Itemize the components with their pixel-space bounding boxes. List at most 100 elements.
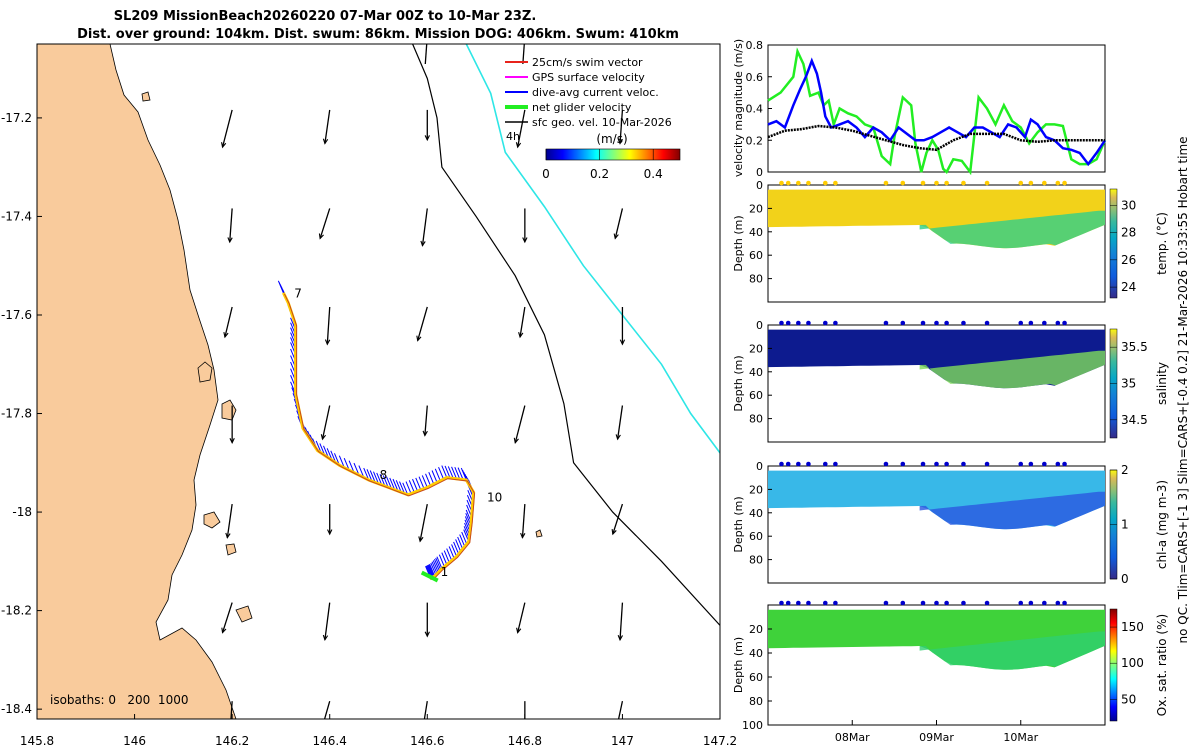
dive-avg-vector: [428, 471, 435, 485]
map-y-tick-label: -17.8: [1, 407, 32, 421]
legend-geo: sfc geo. vel. 10-Mar-2026: [532, 116, 672, 129]
surface-dot: [934, 180, 939, 186]
surface-dot: [934, 320, 939, 326]
island-5: [235, 605, 253, 623]
dive-avg-vector: [382, 475, 389, 488]
geo-vector-head: [515, 142, 522, 149]
geo-vector-head: [416, 335, 422, 342]
surface-dot: [883, 461, 889, 467]
velocity-ylabel: velocity magnitude (m/s): [732, 39, 745, 177]
dive-avg-vector: [432, 560, 439, 573]
surface-dot: [961, 600, 966, 606]
section-y-tick-label: 20: [749, 623, 763, 636]
geo-vector: [619, 109, 624, 144]
map-frame: [36, 43, 721, 720]
dive-avg-vector: [430, 562, 437, 576]
track-swim-line: [283, 293, 476, 581]
dive-avg-vector: [453, 541, 460, 555]
geo-vector-head: [520, 532, 526, 539]
map-x-tick-label: 145.8: [20, 734, 54, 748]
geo-vector: [323, 700, 331, 719]
section-deep-layer: [919, 210, 1105, 249]
cyan-isobath: [465, 44, 720, 454]
geo-vector: [423, 701, 428, 719]
side-caption: no QC. Tlim=CARS+[-1 3] Slim=CARS+[-0.4 …: [1176, 136, 1190, 643]
velocity-y-tick-label: 0: [756, 166, 763, 179]
surface-dot: [944, 320, 949, 326]
dive-avg-vector: [395, 480, 402, 493]
map-y-tick-label: -18.2: [1, 604, 32, 618]
dive-avg-vector: [434, 468, 441, 482]
dive-avg-vector: [448, 546, 455, 559]
geo-vector: [229, 208, 233, 243]
colorbar-tick-label: 0.2: [590, 167, 609, 181]
section-y-tick-label: 40: [749, 226, 763, 239]
map-x-ticks: 145.8 146 146.2 146.4 146.6 146.8 147 147.2: [20, 714, 737, 748]
surface-dot: [785, 600, 791, 606]
island-1: [197, 361, 213, 383]
contour-lines: [412, 44, 720, 626]
dive-avg-vector: [435, 557, 442, 571]
section-colorbar-tick-label: 34.5: [1121, 413, 1148, 427]
surface-dot: [796, 461, 801, 467]
section-panel-0: 0 20 40 60 80 Depth (m) 30 28 26 24 temp. (°C): [732, 179, 1169, 303]
section-variable-label: chl-a (mg m-3): [1155, 480, 1169, 569]
section-y-tick-label: 40: [749, 507, 763, 520]
map-legend: 25cm/s swim vector GPS surface velocity …: [505, 56, 672, 143]
dive-avg-vector: [444, 465, 451, 479]
map-y-tick-label: -17.2: [1, 111, 32, 125]
section-y-tick-label: 80: [749, 695, 763, 708]
dive-avg-vector: [369, 470, 376, 483]
geo-vector: [421, 208, 428, 246]
geo-vector-head: [227, 237, 233, 244]
colorbar-rect: [545, 148, 681, 161]
section-ylabel: Depth (m): [732, 637, 745, 693]
velocity-series-blue: [767, 57, 1107, 167]
velocity-y-tick-label: 0.6: [746, 71, 764, 84]
geo-vector-head: [223, 331, 229, 339]
surface-dot: [883, 320, 889, 326]
surface-dot: [944, 600, 949, 606]
surface-dot: [900, 600, 906, 606]
surface-dot: [1028, 320, 1034, 326]
geo-vector-head: [221, 142, 227, 149]
section-panel-1: 0 20 40 60 80 Depth (m) 35.5 35 34.5 salinity: [732, 319, 1169, 443]
dive-avg-vector: [376, 472, 383, 486]
surface-dot: [806, 180, 811, 186]
dive-avg-vector: [457, 467, 464, 480]
surface-dot: [779, 461, 784, 467]
dive-avg-vector: [392, 478, 399, 492]
legend-tag: 4h: [506, 130, 520, 143]
day-label: 8: [380, 468, 388, 482]
map-x-tick-label: 146.4: [313, 734, 347, 748]
surface-dot: [833, 461, 838, 467]
velocity-lines: [767, 47, 1107, 176]
day-label: 1: [441, 565, 449, 579]
geo-vector: [612, 503, 624, 535]
section-y-tick-label: 40: [749, 647, 763, 660]
geo-vector-head: [424, 135, 430, 142]
title-line-1: SL209 MissionBeach20260220 07-Mar 00Z to…: [114, 9, 537, 24]
surface-dot: [779, 180, 784, 186]
dive-avg-vector: [418, 476, 425, 489]
surface-dot: [1018, 320, 1024, 326]
surface-dot: [1062, 180, 1067, 186]
colorbar-ticks: 0 0.2 0.4: [542, 149, 663, 181]
map-x-tick-label: 146: [123, 734, 146, 748]
section-colorbar-tick-label: 50: [1121, 692, 1136, 706]
land-mainland: [37, 44, 237, 719]
section-variable-label: temp. (°C): [1155, 212, 1169, 275]
title-line-2: Dist. over ground: 104km. Dist. swum: 86…: [77, 27, 679, 42]
velocity-frame: [767, 44, 1106, 173]
dive-avg-vector: [454, 467, 461, 480]
dive-avg-vector: [429, 563, 436, 577]
geo-vector-head: [320, 434, 327, 441]
dive-avg-vector: [399, 481, 405, 494]
dive-avg-vector: [455, 539, 462, 552]
surface-dot: [806, 461, 811, 467]
isobaths-label: isobaths: 0 200 1000: [50, 693, 188, 707]
section-colorbar-tick-label: 26: [1121, 253, 1136, 267]
surface-dot: [822, 461, 828, 467]
vector-field: [221, 44, 626, 719]
surface-dot: [806, 320, 811, 326]
